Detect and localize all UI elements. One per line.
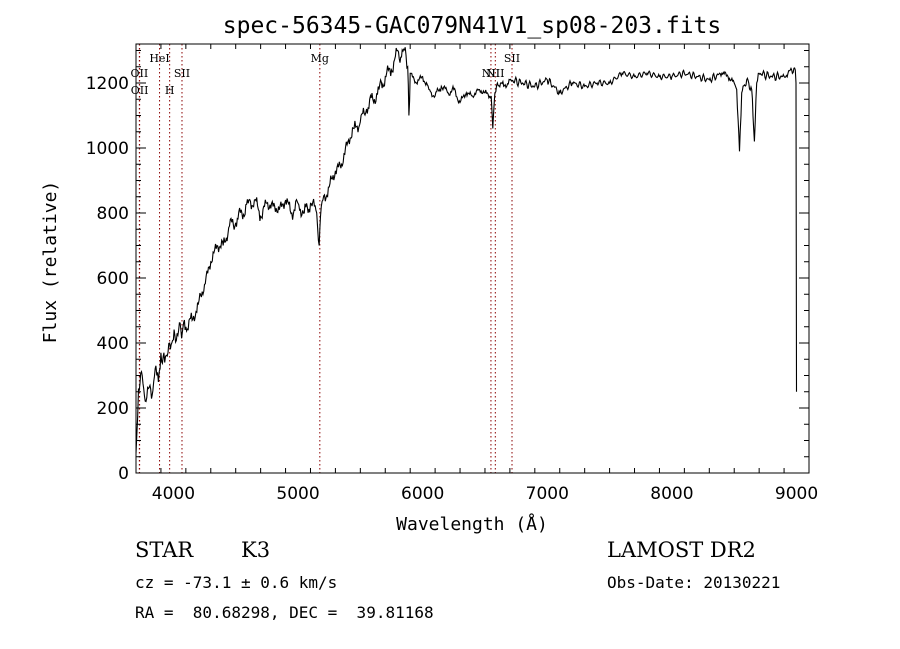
x-tick-label: 5000 — [276, 484, 319, 504]
y-tick-label: 200 — [97, 399, 129, 419]
spectral-line-label: OII — [131, 84, 149, 97]
survey-name: LAMOST DR2 — [607, 538, 756, 562]
x-tick-label: 8000 — [650, 484, 693, 504]
spectrum-series-line — [136, 47, 798, 454]
x-axis-label: Wavelength (Å) — [396, 513, 548, 535]
y-tick-label: 0 — [118, 464, 129, 484]
y-tick-label: 400 — [97, 334, 129, 354]
coordinates-line: RA = 80.68298, DEC = 39.81168 — [135, 603, 434, 622]
spectral-line-label: NII — [486, 67, 504, 80]
spectral-line-label: SII — [504, 52, 520, 65]
y-axis-label: Flux (relative) — [40, 181, 61, 344]
obs-date-line: Obs-Date: 20130221 — [607, 573, 781, 592]
spectral-line-label: HeI — [149, 52, 169, 65]
x-tick-label: 9000 — [775, 484, 818, 504]
x-tick-label: 6000 — [401, 484, 444, 504]
redshift-line: cz = -73.1 ± 0.6 km/s — [135, 573, 338, 592]
y-tick-label: 600 — [97, 269, 129, 289]
y-tick-label: 1200 — [86, 74, 129, 94]
spectral-line-label: Mg — [311, 52, 329, 65]
spectral-line-label: SII — [174, 67, 190, 80]
chart-title: spec-56345-GAC079N41V1_sp08-203.fits — [223, 13, 722, 39]
y-tick-label: 800 — [97, 204, 129, 224]
spectral-line-label: H — [165, 84, 175, 97]
object-subclass: K3 — [241, 538, 271, 562]
y-tick-label: 1000 — [86, 139, 129, 159]
plot-frame — [135, 43, 810, 474]
x-tick-label: 7000 — [526, 484, 569, 504]
object-class: STAR — [135, 538, 194, 562]
spectrum-chart: spec-56345-GAC079N41V1_sp08-203.fits OII… — [40, 13, 818, 535]
x-tick-label: 4000 — [152, 484, 195, 504]
